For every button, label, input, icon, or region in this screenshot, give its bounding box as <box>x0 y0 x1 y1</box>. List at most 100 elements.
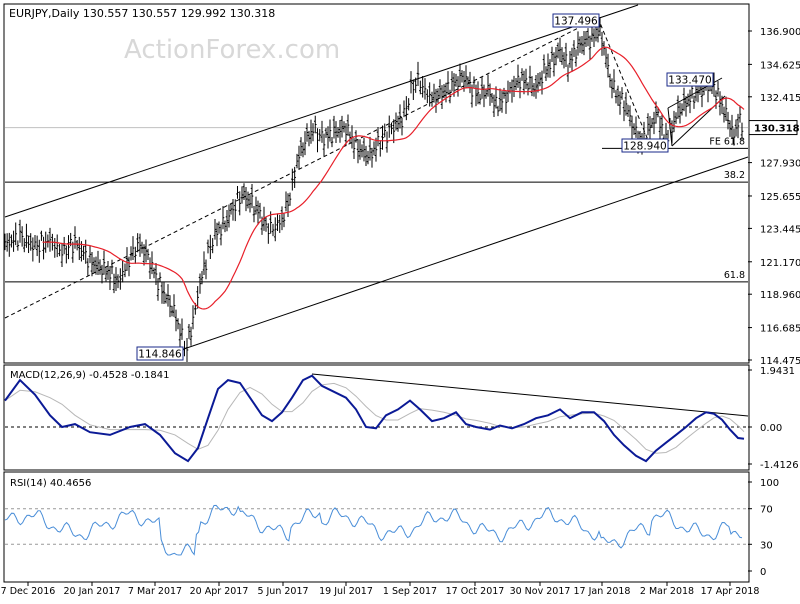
ohlc-bar <box>318 129 322 142</box>
ohlc-bar <box>125 247 129 271</box>
ohlc-bar <box>5 233 9 252</box>
price-axis-label: 132.415 <box>760 93 800 104</box>
ohlc-bar <box>42 236 45 260</box>
ohlc-bar <box>476 81 480 105</box>
time-axis-label: 7 Mar 2017 <box>128 586 182 597</box>
ohlc-bar <box>472 76 476 88</box>
macd-signal-line <box>4 382 745 454</box>
ohlc-bar <box>264 216 268 232</box>
ohlc-bar <box>484 88 488 99</box>
ohlc-bar <box>160 281 164 304</box>
ohlc-bar <box>421 75 424 98</box>
macd-axis-label: 0.00 <box>760 423 782 434</box>
ohlc-bar <box>432 83 436 103</box>
time-axis-label: 30 Nov 2017 <box>510 586 571 597</box>
ohlc-bar <box>486 74 490 97</box>
time-axis-label: 2 Mar 2018 <box>640 586 694 597</box>
ohlc-bar <box>213 219 217 240</box>
ohlc-bar <box>178 323 182 347</box>
ohlc-bar <box>90 252 94 277</box>
ohlc-bar <box>620 87 624 100</box>
ohlc-bar <box>580 36 584 54</box>
ohlc-bar <box>542 54 546 74</box>
ohlc-bar <box>77 236 81 261</box>
ohlc-bar <box>562 52 566 69</box>
ohlc-bar <box>22 238 26 253</box>
ohlc-bar <box>646 113 650 136</box>
ohlc-bar <box>116 274 120 289</box>
ohlc-bar <box>27 235 30 254</box>
current-price-box: 130.318 <box>748 120 800 136</box>
ohlc-bar <box>362 137 366 162</box>
ohlc-bar <box>86 258 90 276</box>
ohlc-bar <box>102 250 106 275</box>
ohlc-bar <box>714 90 718 109</box>
ohlc-bar <box>340 115 344 138</box>
ohlc-bar <box>740 122 744 140</box>
ohlc-bar <box>372 141 376 156</box>
price-axis-label: 121.170 <box>760 258 800 269</box>
ohlc-bar <box>385 131 389 153</box>
ohlc-bar <box>191 305 195 330</box>
ohlc-bar <box>390 122 393 135</box>
ohlc-bar <box>322 133 326 157</box>
ohlc-bar <box>134 246 137 264</box>
svg-text:137.496: 137.496 <box>554 16 598 28</box>
ohlc-bar <box>676 95 680 119</box>
ohlc-bar <box>604 48 608 68</box>
ohlc-bar <box>303 131 307 156</box>
ohlc-bar <box>299 137 303 157</box>
macd-axis-label: 1.9431 <box>760 366 795 377</box>
ohlc-bar <box>131 236 135 261</box>
ohlc-bar <box>58 244 61 257</box>
ohlc-bar <box>282 213 286 228</box>
ohlc-bar <box>564 42 568 68</box>
ohlc-bar <box>728 120 732 137</box>
svg-text:130.318: 130.318 <box>754 124 800 135</box>
price-layer: FE 61.8 38.2 61.8 137.496 133.470 128.940 114.… <box>3 4 749 362</box>
time-axis-label: 17 Oct 2017 <box>446 586 505 597</box>
ohlc-bar <box>204 259 208 280</box>
ohlc-bar <box>516 64 520 88</box>
ohlc-bar <box>250 183 254 209</box>
price-axis-label: 127.930 <box>760 159 800 170</box>
ohlc-bar <box>170 305 174 317</box>
ohlc-bar <box>200 270 204 285</box>
ohlc-bar <box>608 73 612 88</box>
ohlc-bar <box>530 76 534 97</box>
ohlc-bar <box>71 241 75 263</box>
time-axis-label: 19 Jul 2017 <box>319 586 373 597</box>
svg-text:114.846: 114.846 <box>138 349 182 361</box>
ohlc-bar <box>286 193 290 217</box>
ohlc-bar <box>360 144 364 158</box>
rsi-axis-label: 30 <box>760 540 773 551</box>
ohlc-bar <box>734 119 738 137</box>
ohlc-bar <box>189 326 193 346</box>
ohlc-bar <box>430 91 434 107</box>
rsi-layer <box>4 504 748 556</box>
ohlc-bar <box>142 244 146 266</box>
ohlc-bar <box>592 28 596 48</box>
time-axis-label: 7 Dec 2016 <box>1 586 56 597</box>
ohlc-bar <box>254 196 258 215</box>
ohlc-bar <box>62 236 66 255</box>
price-axis-label: 134.625 <box>760 60 800 71</box>
ohlc-bar <box>37 239 41 263</box>
ohlc-bar <box>238 191 242 216</box>
ohlc-bar <box>334 121 338 144</box>
ohlc-bar <box>718 91 722 116</box>
ohlc-bar <box>656 107 660 118</box>
ohlc-bar <box>444 82 448 103</box>
ohlc-bar <box>164 293 168 304</box>
ohlc-bar <box>114 267 118 291</box>
ohlc-bar <box>291 168 294 191</box>
ohlc-bar <box>215 222 219 247</box>
ohlc-bar <box>136 233 139 253</box>
ohlc-bar <box>198 273 202 294</box>
chart-title: EURJPY,Daily 130.557 130.557 129.992 130… <box>9 7 275 20</box>
ohlc-bar <box>700 83 704 108</box>
ohlc-bar <box>96 250 100 276</box>
ohlc-bar <box>414 77 417 93</box>
ohlc-bar <box>716 81 720 97</box>
ohlc-bar <box>324 128 328 138</box>
